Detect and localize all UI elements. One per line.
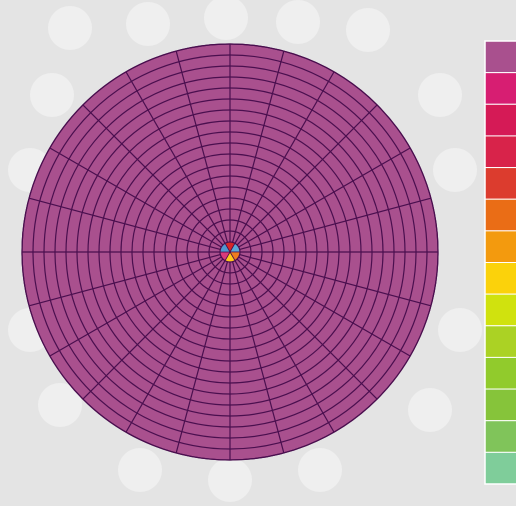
- grid-spoke: [238, 256, 411, 357]
- colorbar-swatch: [484, 451, 516, 485]
- colorbar-swatch: [484, 198, 516, 232]
- grid-spoke: [82, 258, 224, 400]
- grid-spoke: [232, 261, 285, 454]
- grid-spoke: [28, 197, 221, 250]
- background-halo: [118, 448, 162, 492]
- background-halo: [418, 73, 462, 117]
- angular-grid-spokes: [22, 44, 438, 460]
- colorbar-frame: [484, 40, 516, 485]
- colorbar-swatch: [484, 135, 516, 169]
- background-halo: [433, 148, 477, 192]
- colorbar-swatch: [484, 167, 516, 200]
- colorbar-swatch: [484, 325, 516, 358]
- grid-spoke: [125, 260, 226, 433]
- background-halo: [38, 383, 82, 427]
- background-halo: [48, 6, 92, 50]
- grid-spoke: [239, 197, 432, 250]
- colorbar-swatch: [484, 388, 516, 422]
- grid-spoke: [236, 258, 378, 400]
- colorbar-swatch: [484, 230, 516, 264]
- grid-spoke: [232, 50, 285, 243]
- grid-spoke: [236, 104, 378, 246]
- polar-outline: [21, 43, 439, 461]
- grid-spoke: [49, 256, 222, 357]
- grid-spoke: [234, 71, 335, 244]
- colorbar-swatch: [484, 40, 516, 74]
- background-halo: [438, 308, 482, 352]
- colorbar-swatch: [484, 356, 516, 390]
- grid-spoke: [28, 254, 221, 307]
- colorbar-swatch: [484, 72, 516, 105]
- grid-spoke: [238, 147, 411, 248]
- grid-spoke: [175, 261, 228, 454]
- colorbar-swatch: [484, 420, 516, 453]
- grid-spoke: [175, 50, 228, 243]
- grid-spoke: [239, 254, 432, 307]
- grid-spoke: [82, 104, 224, 246]
- colorbar-swatch: [484, 103, 516, 137]
- grid-spoke: [49, 147, 222, 248]
- background-halos: [8, 0, 482, 502]
- background-halo: [30, 73, 74, 117]
- background-halo: [208, 458, 252, 502]
- background-halo: [346, 8, 390, 52]
- background-halo: [408, 388, 452, 432]
- colorbar-swatch: [484, 262, 516, 295]
- background-halo: [126, 2, 170, 46]
- colorbar: [484, 40, 516, 485]
- background-halo: [276, 0, 320, 44]
- grid-spoke: [125, 71, 226, 244]
- grid-spoke: [234, 260, 335, 433]
- background-halo: [298, 448, 342, 492]
- colorbar-swatch: [484, 293, 516, 327]
- background-halo: [204, 0, 248, 40]
